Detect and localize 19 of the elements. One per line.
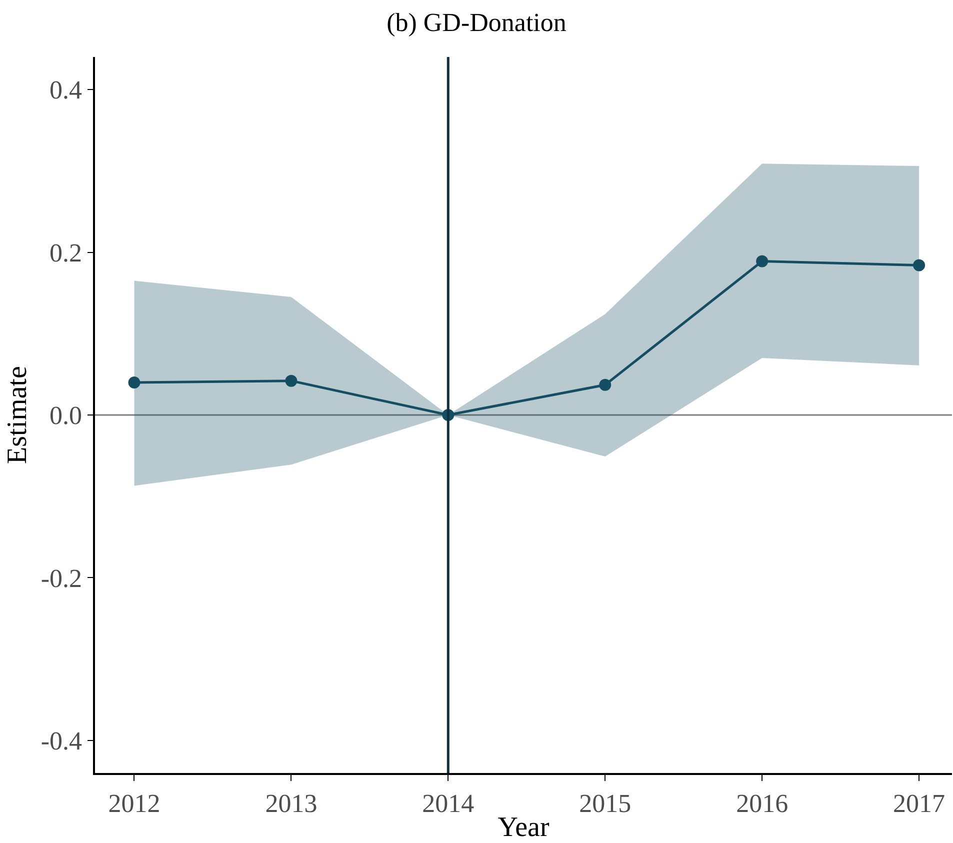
- x-tick-label: 2013: [265, 788, 318, 818]
- x-tick-label: 2016: [736, 788, 788, 818]
- point: [913, 259, 926, 272]
- y-tick-label: -0.2: [40, 564, 82, 593]
- x-tick-label: 2014: [422, 788, 474, 818]
- y-axis-title: Estimate: [2, 366, 34, 464]
- x-tick-label: 2017: [893, 788, 946, 818]
- chart-title: (b) GD-Donation: [386, 8, 566, 37]
- y-tick-label: 0.0: [50, 401, 82, 430]
- y-tick-label: 0.4: [50, 76, 82, 105]
- y-tick-label: -0.4: [40, 726, 82, 756]
- x-axis-title: Year: [498, 812, 550, 843]
- point: [285, 374, 298, 387]
- point: [128, 376, 140, 388]
- y-tick-label: 0.2: [50, 238, 82, 268]
- x-tick-label: 2012: [108, 788, 160, 818]
- x-tick-label: 2015: [579, 788, 632, 818]
- point: [599, 378, 612, 391]
- point: [756, 255, 768, 268]
